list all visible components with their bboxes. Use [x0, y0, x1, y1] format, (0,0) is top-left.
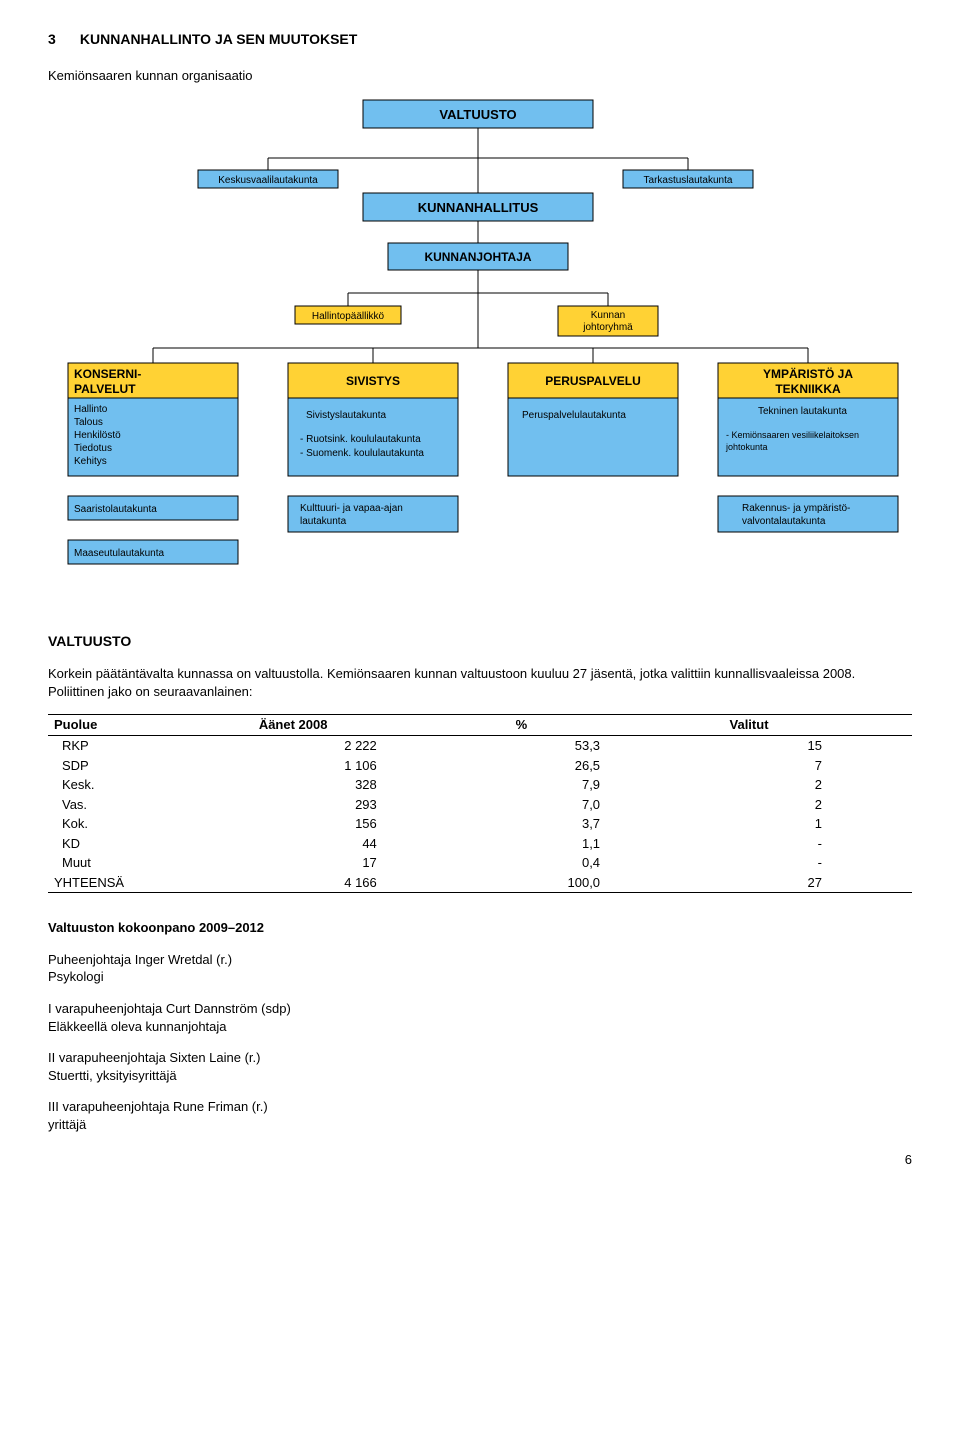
votes-body: RKP2 22253,315SDP1 10626,57Kesk.3287,92V…: [48, 735, 912, 892]
cell-party: Kesk.: [48, 775, 204, 795]
box-johtaja: KUNNANJOHTAJA: [424, 250, 531, 264]
section-title: KUNNANHALLINTO JA SEN MUUTOKSET: [80, 31, 357, 47]
konserni-item-1: Talous: [74, 417, 103, 428]
org-chart: VALTUUSTO Keskusvaalilautakunta Tarkastu…: [48, 98, 912, 608]
cell-pct: 0,4: [437, 853, 670, 873]
box-hallitus: KUNNANHALLITUS: [418, 200, 539, 215]
section-number: 3: [48, 30, 76, 49]
cell-pct: 1,1: [437, 834, 670, 854]
table-row: SDP1 10626,57: [48, 756, 912, 776]
ymp-item-2b: johtokunta: [725, 442, 768, 452]
box-ymp-l1: YMPÄRISTÖ JA: [763, 366, 853, 381]
box-konserni-l2: PALVELUT: [74, 382, 136, 396]
box-tarkastus: Tarkastuslautakunta: [644, 175, 733, 186]
vc2-block: II varapuheenjohtaja Sixten Laine (r.) S…: [48, 1049, 912, 1084]
sivistys-item-2: - Suomenk. koululautakunta: [300, 448, 424, 459]
vc3-block: III varapuheenjohtaja Rune Friman (r.) y…: [48, 1098, 912, 1133]
box-kulttuuri-l1: Kulttuuri- ja vapaa-ajan: [300, 503, 403, 514]
kokoonpano-title: Valtuuston kokoonpano 2009–2012: [48, 919, 912, 937]
cell-votes: 2 222: [204, 735, 437, 755]
cell-votes: 44: [204, 834, 437, 854]
vc1-l2: Eläkkeellä oleva kunnanjohtaja: [48, 1018, 912, 1036]
vc2-l1: II varapuheenjohtaja Sixten Laine (r.): [48, 1049, 912, 1067]
ymp-item-2a: - Kemiönsaaren vesiliikelaitoksen: [726, 430, 859, 440]
perus-item: Peruspalvelulautakunta: [522, 410, 626, 421]
cell-pct: 7,0: [437, 795, 670, 815]
cell-total-votes: 4 166: [204, 873, 437, 893]
konserni-item-2: Henkilöstö: [74, 430, 121, 441]
box-saaristo: Saaristolautakunta: [74, 504, 157, 515]
cell-votes: 293: [204, 795, 437, 815]
page-number: 6: [48, 1151, 912, 1169]
box-sivistys-title: SIVISTYS: [346, 374, 400, 388]
sivistys-item-0: Sivistyslautakunta: [306, 410, 386, 421]
cell-pct: 26,5: [437, 756, 670, 776]
table-row: Kok.1563,71: [48, 814, 912, 834]
cell-pct: 3,7: [437, 814, 670, 834]
valtuusto-title: VALTUUSTO: [48, 632, 912, 651]
table-row: KD441,1-: [48, 834, 912, 854]
konserni-item-4: Kehitys: [74, 456, 107, 467]
box-johtoryhma-l2: johtoryhmä: [582, 322, 633, 333]
chair-block: Puheenjohtaja Inger Wretdal (r.) Psykolo…: [48, 951, 912, 986]
cell-seats: -: [670, 853, 912, 873]
section-heading: 3 KUNNANHALLINTO JA SEN MUUTOKSET: [48, 30, 912, 49]
sivistys-item-1: - Ruotsink. koululautakunta: [300, 434, 421, 445]
cell-votes: 328: [204, 775, 437, 795]
box-ymp-l2: TEKNIIKKA: [775, 382, 841, 396]
intro-text: Kemiönsaaren kunnan organisaatio: [48, 67, 912, 85]
vc1-l1: I varapuheenjohtaja Curt Dannström (sdp): [48, 1000, 912, 1018]
cell-seats: 1: [670, 814, 912, 834]
table-row: RKP2 22253,315: [48, 735, 912, 755]
cell-votes: 156: [204, 814, 437, 834]
cell-total-label: YHTEENSÄ: [48, 873, 204, 893]
table-row: Kesk.3287,92: [48, 775, 912, 795]
cell-party: Vas.: [48, 795, 204, 815]
vc2-l2: Stuertti, yksityisyrittäjä: [48, 1067, 912, 1085]
vc3-l1: III varapuheenjohtaja Rune Friman (r.): [48, 1098, 912, 1116]
cell-pct: 7,9: [437, 775, 670, 795]
table-row: Muut170,4-: [48, 853, 912, 873]
th-votes: Äänet 2008: [204, 715, 437, 736]
cell-votes: 1 106: [204, 756, 437, 776]
vc3-l2: yrittäjä: [48, 1116, 912, 1134]
cell-total-pct: 100,0: [437, 873, 670, 893]
cell-party: KD: [48, 834, 204, 854]
cell-total-seats: 27: [670, 873, 912, 893]
valtuusto-paragraph: Korkein päätäntävalta kunnassa on valtuu…: [48, 665, 912, 700]
box-maaseutu: Maaseutulautakunta: [74, 548, 165, 559]
box-valtuusto: VALTUUSTO: [439, 107, 516, 122]
cell-seats: 2: [670, 775, 912, 795]
cell-party: Muut: [48, 853, 204, 873]
table-row: Vas.2937,02: [48, 795, 912, 815]
chair-l2: Psykologi: [48, 968, 912, 986]
box-keskusvaali: Keskusvaalilautakunta: [218, 175, 318, 186]
box-hallintop: Hallintopäällikkö: [312, 311, 385, 322]
th-seats: Valitut: [670, 715, 912, 736]
ymp-item-3a: Rakennus- ja ympäristö-: [742, 503, 850, 514]
cell-votes: 17: [204, 853, 437, 873]
vc1-block: I varapuheenjohtaja Curt Dannström (sdp)…: [48, 1000, 912, 1035]
ymp-item-1: Tekninen lautakunta: [758, 406, 847, 417]
th-party: Puolue: [48, 715, 204, 736]
box-kulttuuri-l2: lautakunta: [300, 516, 347, 527]
cell-party: SDP: [48, 756, 204, 776]
ymp-item-3b: valvontalautakunta: [742, 516, 826, 527]
konserni-item-0: Hallinto: [74, 404, 108, 415]
box-johtoryhma-l1: Kunnan: [591, 310, 625, 321]
cell-seats: 2: [670, 795, 912, 815]
box-perus-title: PERUSPALVELU: [545, 374, 641, 388]
cell-seats: 15: [670, 735, 912, 755]
box-konserni-l1: KONSERNI-: [74, 367, 141, 381]
votes-table: Puolue Äänet 2008 % Valitut RKP2 22253,3…: [48, 714, 912, 893]
chair-l1: Puheenjohtaja Inger Wretdal (r.): [48, 951, 912, 969]
cell-pct: 53,3: [437, 735, 670, 755]
cell-seats: -: [670, 834, 912, 854]
table-total-row: YHTEENSÄ4 166100,027: [48, 873, 912, 893]
konserni-item-3: Tiedotus: [74, 443, 112, 454]
cell-party: Kok.: [48, 814, 204, 834]
th-pct: %: [437, 715, 670, 736]
cell-seats: 7: [670, 756, 912, 776]
cell-party: RKP: [48, 735, 204, 755]
